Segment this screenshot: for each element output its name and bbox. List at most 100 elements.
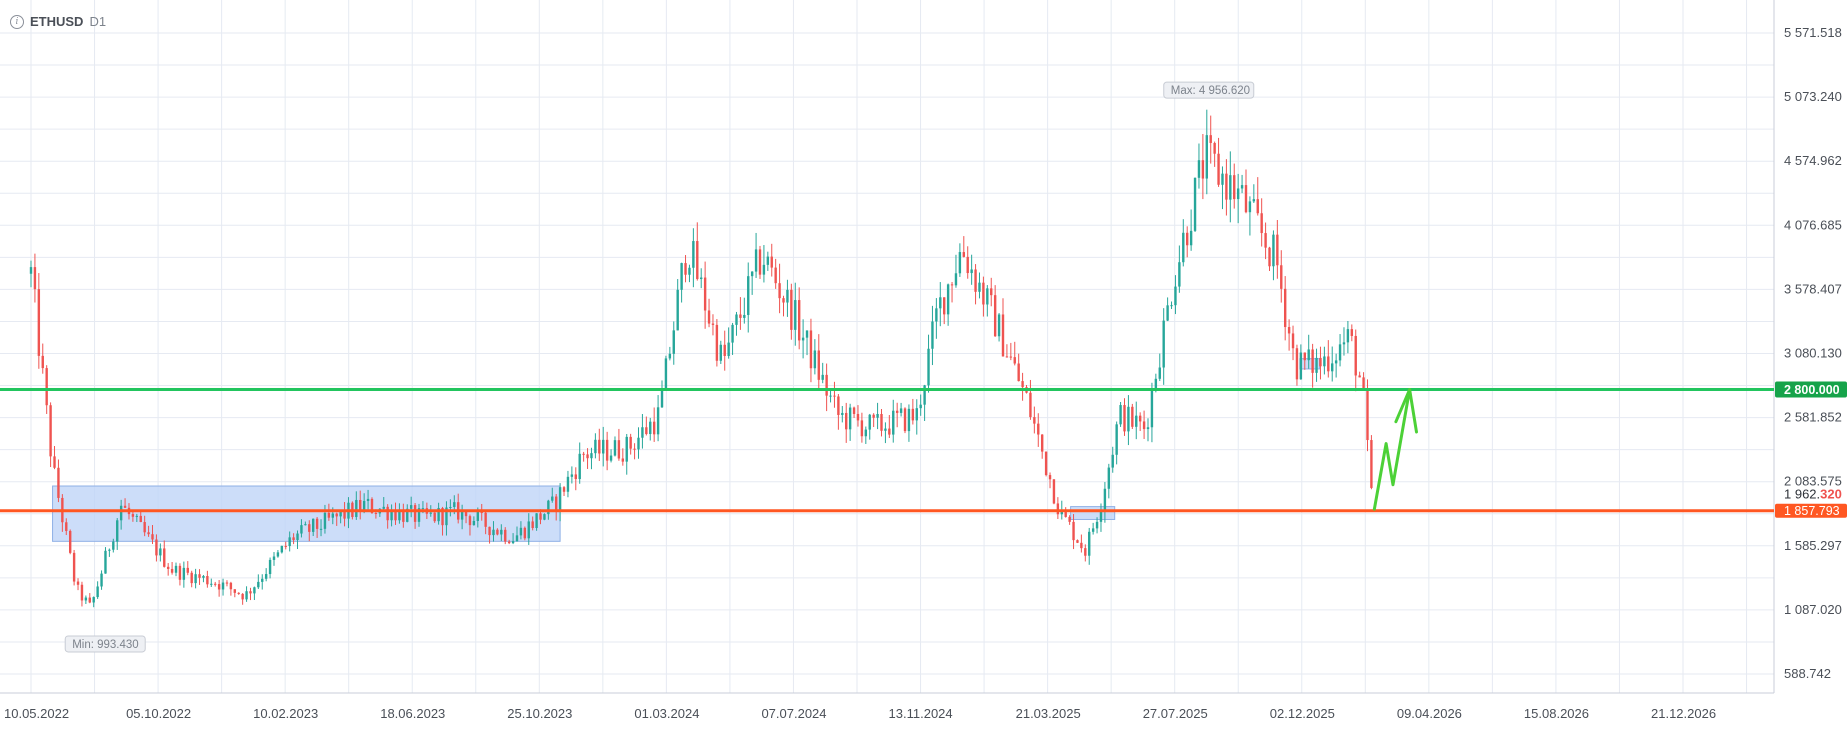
candle-body	[1135, 415, 1138, 427]
x-tick-label: 07.07.2024	[761, 706, 826, 721]
candle-body	[96, 586, 99, 598]
candle-body	[884, 428, 887, 431]
candle-body	[174, 565, 178, 573]
max-callout-box	[1163, 81, 1255, 99]
candle-body	[586, 454, 589, 459]
candle-body	[163, 548, 166, 567]
candle-body	[41, 355, 44, 369]
candle-body	[1331, 363, 1334, 372]
candle-body	[453, 502, 456, 507]
candle-body	[731, 324, 734, 343]
max-callout-label: Max: 4 956.620	[1171, 85, 1250, 97]
candle-body	[68, 530, 72, 553]
candle-body	[496, 529, 499, 535]
candle-body	[915, 408, 918, 421]
candle-body	[1162, 320, 1165, 368]
candle-body	[1323, 356, 1326, 367]
projection-arrow	[1372, 388, 1412, 511]
candle-body	[950, 284, 954, 286]
candle-body	[241, 593, 244, 600]
candle-body	[892, 410, 895, 435]
candle-body	[605, 439, 609, 461]
candle-body	[1350, 329, 1354, 336]
candle-body	[817, 350, 820, 380]
candle-body	[76, 581, 80, 585]
candle-body	[1103, 488, 1107, 511]
candle-body	[845, 412, 848, 430]
candle-body	[774, 267, 777, 284]
candle-body	[970, 269, 973, 274]
candle-body	[617, 440, 621, 459]
y-tick-label: 4 574.962	[1784, 153, 1842, 168]
last-price-label: 1 962.320	[1784, 486, 1842, 501]
chart-legend: i ETHUSD D1	[10, 14, 106, 29]
y-tick-label: 4 076.685	[1784, 217, 1842, 232]
candle-body	[794, 300, 797, 330]
candle-body	[1064, 509, 1067, 517]
candle-body	[813, 350, 817, 369]
candle-body	[770, 256, 773, 268]
support-price-tag	[1775, 503, 1847, 518]
candle-body	[327, 512, 331, 518]
candle-body	[1240, 185, 1244, 189]
candle-body	[1370, 440, 1373, 488]
candle-body	[1127, 406, 1130, 432]
candle-body	[37, 289, 41, 356]
candle-body	[613, 440, 617, 456]
candle-body	[214, 583, 217, 585]
candle-body	[727, 342, 730, 356]
candle-body	[339, 510, 342, 517]
candle-body	[1068, 516, 1071, 522]
candle-body	[406, 508, 409, 522]
candle-body	[911, 408, 915, 421]
candle-body	[707, 310, 711, 324]
candle-body	[660, 389, 664, 408]
candle-body	[323, 512, 327, 529]
candle-body	[382, 506, 385, 509]
candle-body	[801, 337, 805, 341]
candle-body	[1095, 521, 1099, 529]
resistance-price-tag	[1775, 381, 1847, 398]
candle-body	[1174, 286, 1177, 306]
candle-body	[1280, 265, 1283, 289]
candle-body	[319, 528, 323, 530]
candle-body	[92, 597, 95, 603]
x-tick-label: 01.03.2024	[634, 706, 699, 721]
candle-body	[1268, 247, 1271, 267]
candle-body	[433, 512, 436, 522]
candle-body	[1076, 540, 1079, 543]
candle-body	[1248, 201, 1252, 213]
candle-body	[547, 500, 550, 515]
candle-body	[895, 410, 899, 413]
x-tick-label: 13.11.2024	[889, 706, 953, 721]
info-icon[interactable]: i	[10, 14, 24, 29]
candle-body	[1091, 528, 1095, 532]
candle-body	[1119, 405, 1122, 425]
candle-body	[997, 314, 1001, 337]
candle-body	[570, 474, 574, 477]
candle-body	[413, 505, 417, 522]
candle-body	[468, 516, 472, 526]
candle-body	[523, 527, 527, 539]
candle-body	[194, 574, 197, 584]
candle-body	[1283, 288, 1287, 328]
candle-body	[57, 467, 60, 498]
candle-body	[217, 584, 221, 590]
candle-body	[1186, 232, 1189, 246]
candle-body	[460, 509, 464, 520]
candle-body	[1040, 434, 1044, 452]
x-tick-label: 15.08.2026	[1524, 706, 1589, 721]
candle-body	[1166, 305, 1169, 321]
candle-body	[1131, 406, 1134, 427]
candle-body	[696, 241, 699, 280]
candle-body	[535, 513, 538, 529]
candle-body	[366, 498, 370, 501]
candle-body	[1107, 467, 1111, 489]
candle-body	[578, 453, 581, 480]
candle-body	[437, 507, 440, 522]
x-tick-label: 05.10.2022	[126, 706, 191, 721]
candle-body	[590, 453, 593, 459]
candle-body	[1142, 421, 1146, 430]
